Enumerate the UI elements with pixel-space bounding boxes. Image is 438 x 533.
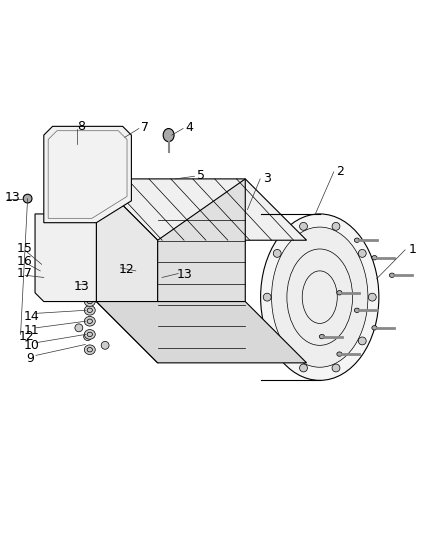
Ellipse shape (263, 293, 271, 301)
Ellipse shape (319, 334, 325, 339)
Ellipse shape (43, 281, 48, 287)
Ellipse shape (84, 329, 95, 339)
Polygon shape (35, 214, 96, 302)
Ellipse shape (84, 305, 95, 315)
Ellipse shape (154, 289, 162, 297)
Ellipse shape (145, 280, 153, 288)
Text: 4: 4 (186, 120, 194, 134)
Ellipse shape (358, 249, 366, 257)
Ellipse shape (358, 337, 366, 345)
Ellipse shape (372, 255, 377, 260)
Ellipse shape (300, 222, 307, 230)
Ellipse shape (332, 364, 340, 372)
Text: 17: 17 (17, 268, 32, 280)
Ellipse shape (272, 227, 368, 367)
Text: 5: 5 (197, 169, 205, 182)
Text: 16: 16 (17, 255, 32, 268)
Ellipse shape (58, 193, 64, 199)
Ellipse shape (273, 337, 281, 345)
Text: 8: 8 (77, 120, 85, 133)
Text: 11: 11 (23, 325, 39, 337)
Text: 13: 13 (4, 191, 20, 204)
Ellipse shape (389, 273, 395, 278)
Text: 15: 15 (17, 243, 32, 255)
Polygon shape (44, 126, 131, 223)
Ellipse shape (66, 157, 74, 165)
Ellipse shape (75, 324, 83, 332)
Ellipse shape (300, 364, 307, 372)
Text: 14: 14 (23, 310, 39, 323)
Text: 7: 7 (141, 120, 149, 134)
Polygon shape (96, 179, 158, 363)
Ellipse shape (337, 352, 342, 356)
Ellipse shape (58, 141, 64, 147)
Polygon shape (158, 179, 245, 363)
Text: 12: 12 (118, 263, 134, 276)
Ellipse shape (372, 326, 377, 330)
Ellipse shape (261, 214, 379, 381)
Ellipse shape (83, 229, 88, 234)
Text: 1: 1 (408, 244, 416, 256)
Ellipse shape (119, 263, 127, 270)
Ellipse shape (44, 227, 88, 288)
Ellipse shape (111, 141, 117, 147)
Text: 3: 3 (263, 172, 271, 185)
Ellipse shape (43, 229, 48, 234)
Ellipse shape (50, 236, 81, 280)
Ellipse shape (84, 333, 92, 341)
Ellipse shape (332, 222, 340, 230)
Ellipse shape (74, 152, 102, 188)
Text: 13: 13 (74, 280, 89, 293)
Ellipse shape (83, 281, 88, 287)
Text: 2: 2 (336, 165, 344, 179)
Ellipse shape (101, 342, 109, 349)
Ellipse shape (84, 317, 95, 326)
Ellipse shape (127, 271, 135, 279)
Ellipse shape (23, 194, 32, 203)
Text: 10: 10 (23, 339, 39, 352)
Polygon shape (96, 179, 307, 240)
Ellipse shape (111, 193, 117, 199)
Ellipse shape (57, 149, 65, 157)
Ellipse shape (273, 249, 281, 257)
Ellipse shape (84, 288, 95, 297)
Ellipse shape (84, 345, 95, 354)
Text: 12: 12 (18, 330, 34, 343)
Text: 9: 9 (26, 352, 34, 365)
Ellipse shape (163, 128, 174, 142)
Ellipse shape (354, 238, 360, 243)
Text: 13: 13 (177, 268, 192, 281)
Ellipse shape (337, 290, 342, 295)
Ellipse shape (66, 144, 110, 197)
Ellipse shape (368, 293, 376, 301)
Ellipse shape (84, 297, 95, 306)
Ellipse shape (354, 308, 360, 312)
Polygon shape (96, 302, 307, 363)
